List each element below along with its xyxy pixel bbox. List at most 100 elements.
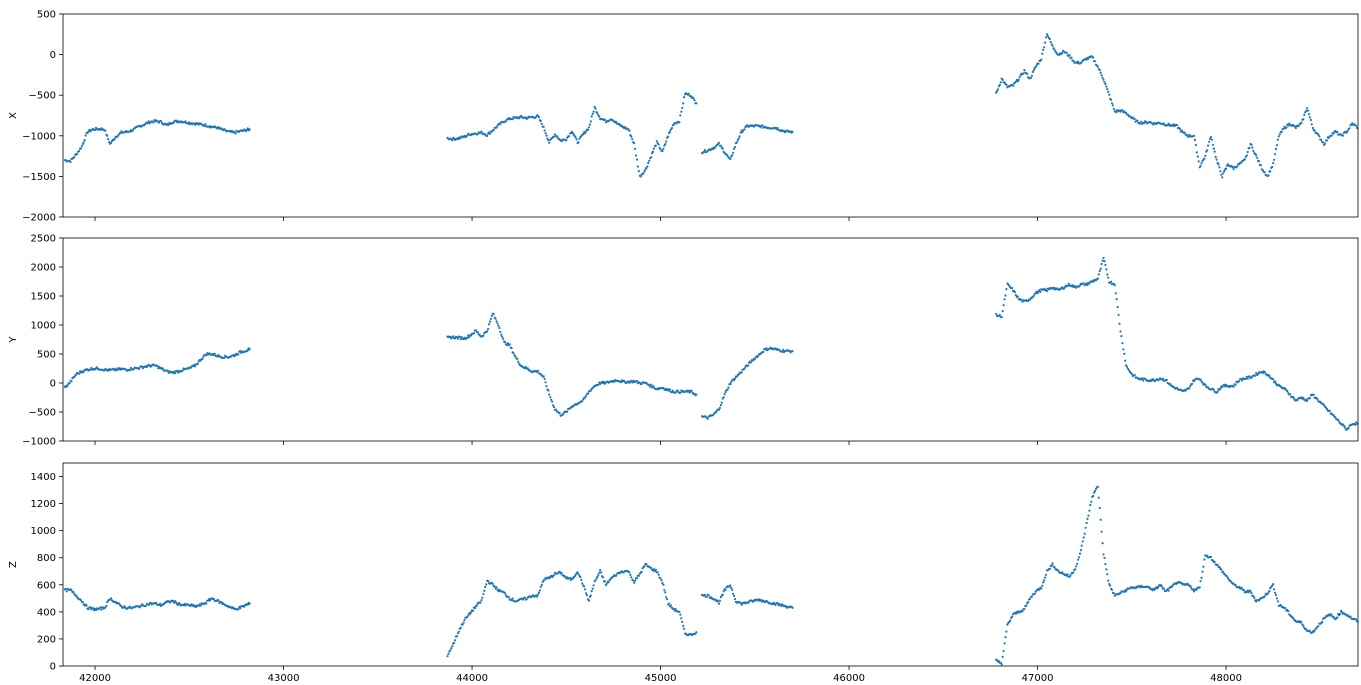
data-point (1034, 292, 1037, 295)
data-point (682, 624, 685, 628)
data-point (1215, 158, 1218, 161)
data-point (1213, 150, 1216, 153)
data-point (199, 604, 202, 607)
data-point (662, 147, 665, 150)
data-point (1075, 565, 1078, 568)
data-point (1348, 127, 1351, 130)
data-point (1240, 161, 1243, 164)
data-point (1193, 138, 1196, 142)
data-point (635, 158, 639, 161)
data-point (586, 392, 590, 395)
data-point (1096, 485, 1099, 488)
data-point (1345, 131, 1348, 134)
data-point (1121, 342, 1124, 345)
data-point (1312, 393, 1315, 396)
data-point (1100, 530, 1103, 533)
data-point (1030, 74, 1033, 77)
data-point (1072, 59, 1075, 62)
data-point (791, 350, 794, 353)
data-point (94, 608, 98, 612)
y-tick-label: 2000 (31, 263, 56, 274)
data-point (1234, 383, 1237, 386)
data-point (144, 604, 147, 607)
data-point (1203, 157, 1206, 160)
data-point (1214, 155, 1217, 159)
data-point (460, 336, 463, 339)
data-point (239, 607, 242, 610)
data-point (762, 350, 765, 353)
data-point (680, 110, 683, 113)
data-point (1110, 588, 1114, 591)
data-point (1274, 591, 1277, 594)
data-point (1087, 514, 1090, 517)
data-point (654, 144, 657, 147)
data-point (174, 372, 177, 375)
data-point (726, 388, 729, 391)
data-point (1178, 127, 1181, 130)
data-point (493, 585, 496, 588)
data-point (1175, 123, 1179, 127)
data-point (593, 105, 596, 108)
data-point (76, 153, 79, 156)
data-point (695, 631, 698, 634)
data-point (791, 606, 794, 609)
data-point (451, 139, 454, 142)
data-point (1242, 589, 1246, 592)
data-point (1125, 111, 1128, 114)
data-point (599, 569, 602, 572)
data-point (1251, 146, 1254, 149)
data-point (582, 132, 585, 136)
data-point (714, 146, 717, 149)
data-point (739, 601, 742, 604)
data-point (89, 606, 92, 609)
data-point (633, 581, 636, 584)
data-point (1201, 570, 1204, 573)
data-point (1089, 503, 1092, 507)
data-point (703, 148, 706, 152)
data-point (1068, 54, 1071, 57)
data-point (1028, 298, 1032, 301)
data-point (1236, 165, 1239, 168)
data-point (152, 121, 155, 124)
data-point (1048, 37, 1051, 41)
data-point (1244, 377, 1247, 380)
data-point (1025, 604, 1028, 607)
data-point (1341, 134, 1344, 137)
data-point (84, 134, 87, 137)
data-point (1142, 379, 1145, 382)
data-point (1105, 568, 1108, 571)
data-point (1106, 273, 1109, 276)
data-point (1039, 290, 1042, 293)
data-point (539, 120, 542, 123)
data-point (1053, 286, 1056, 289)
data-point (80, 145, 83, 148)
data-point (720, 401, 723, 404)
data-point (1006, 623, 1009, 626)
data-point (543, 129, 546, 132)
data-point (1203, 558, 1206, 561)
data-point (1172, 125, 1175, 128)
data-point (1002, 304, 1005, 307)
y-axis-label: Z (8, 561, 19, 568)
data-point (1008, 284, 1011, 287)
data-point (147, 120, 150, 123)
data-point (1100, 262, 1103, 266)
data-point (1166, 124, 1169, 127)
data-point (1002, 649, 1005, 653)
data-point (998, 83, 1001, 86)
data-point (702, 150, 706, 154)
data-point (737, 137, 740, 140)
data-point (1197, 160, 1200, 163)
data-point (1267, 174, 1270, 177)
data-point (1217, 163, 1220, 166)
data-point (1306, 109, 1310, 112)
data-point (541, 580, 544, 584)
data-point (543, 578, 546, 581)
data-point (468, 336, 471, 339)
data-point (584, 396, 587, 399)
data-point (1190, 586, 1193, 589)
data-point (687, 92, 690, 95)
data-point (511, 597, 514, 600)
data-point (497, 590, 500, 593)
data-point (631, 138, 634, 141)
